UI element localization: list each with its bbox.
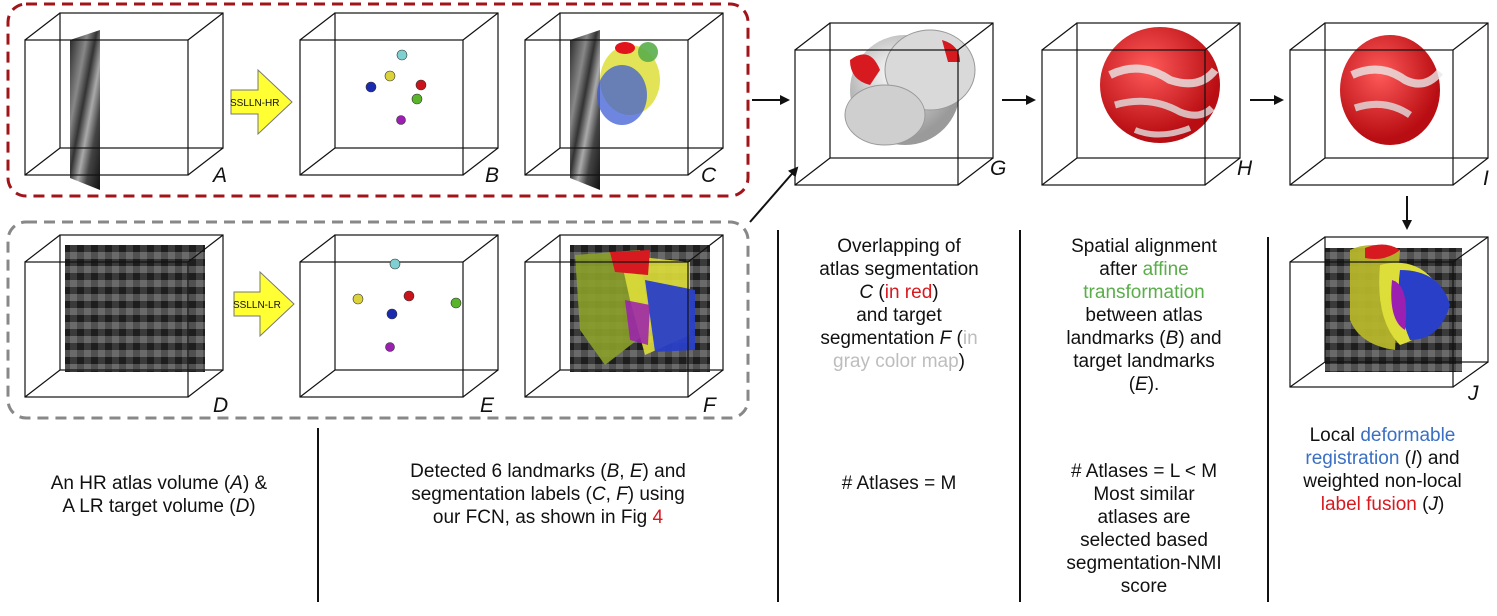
- panel-label-j: J: [1467, 382, 1479, 405]
- panel-f: F: [524, 234, 724, 417]
- caption-atlas-volumes: An HR atlas volume (A) & A LR target vol…: [50, 473, 268, 517]
- panel-label-f: F: [703, 394, 717, 417]
- ssllln-lr-arrow: SSLLN-LR: [233, 270, 295, 338]
- panel-e: E: [299, 234, 499, 417]
- panel-label-c: C: [701, 164, 717, 187]
- atlases-count-m: # Atlases = M: [841, 473, 957, 494]
- panel-label-a: A: [211, 164, 227, 187]
- fig-ref[interactable]: 4: [652, 507, 664, 528]
- caption-label-fusion: Local deformable registration (I) and we…: [1303, 425, 1462, 515]
- panel-label-g: G: [990, 157, 1006, 180]
- panel-i: I: [1289, 22, 1489, 190]
- panel-label-d: D: [213, 394, 228, 417]
- panel-label-e: E: [480, 394, 495, 417]
- caption-overlapping: Overlapping of atlas segmentation C (in …: [819, 236, 979, 372]
- panel-label-b: B: [485, 164, 499, 187]
- panel-g: G: [794, 22, 1006, 186]
- ssllln-lr-label: SSLLN-LR: [233, 300, 281, 311]
- panel-label-h: H: [1237, 157, 1253, 180]
- atlases-selection: # Atlases = L < M Most similar atlases a…: [1066, 461, 1222, 597]
- ssllln-hr-arrow: SSLLN-HR: [230, 68, 293, 136]
- panel-j: J: [1289, 236, 1489, 405]
- panel-h: H: [1041, 22, 1253, 186]
- panel-c: C: [524, 12, 724, 190]
- lr-group-box: [6, 220, 750, 420]
- panel-label-i: I: [1483, 167, 1489, 190]
- caption-landmarks: Detected 6 landmarks (B, E) and segmenta…: [410, 461, 686, 528]
- panel-a: A: [24, 12, 227, 190]
- ssllln-hr-label: SSLLN-HR: [230, 98, 279, 109]
- arrow-f-to-g: [749, 166, 799, 223]
- caption-spatial-alignment: Spatial alignment after affine transform…: [1066, 236, 1222, 395]
- panel-b: B: [299, 12, 499, 187]
- hr-group-box: [6, 2, 750, 198]
- panel-d: D: [24, 234, 228, 417]
